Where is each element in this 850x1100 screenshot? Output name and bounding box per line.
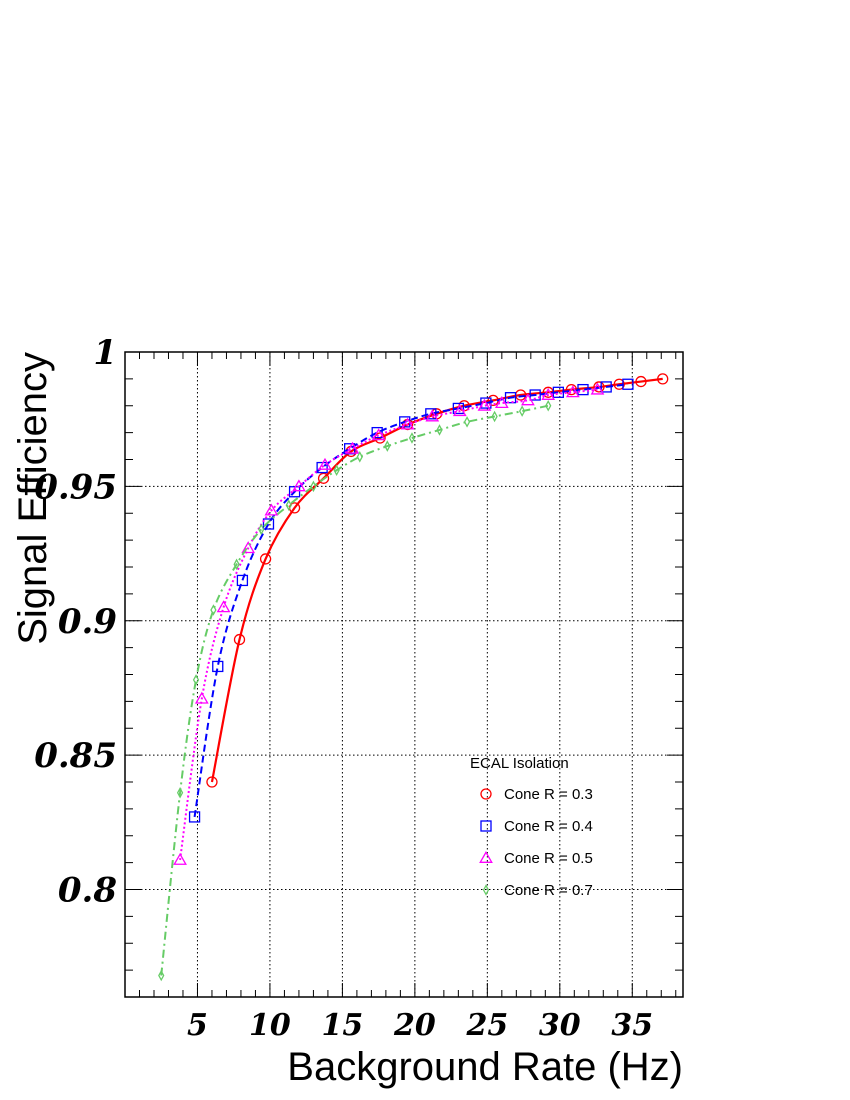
data-point-triangle bbox=[425, 409, 440, 422]
y-tick-label: 1 bbox=[93, 333, 117, 373]
y-tick-label: 0.85 bbox=[34, 736, 117, 776]
y-tick-label: 0.95 bbox=[34, 467, 117, 507]
x-tick-label: 35 bbox=[611, 1008, 653, 1043]
data-point-triangle bbox=[371, 428, 386, 441]
data-point-diamond bbox=[463, 416, 471, 428]
data-point-triangle bbox=[345, 441, 360, 454]
data-point-diamond bbox=[258, 523, 265, 536]
data-point-triangle bbox=[264, 503, 279, 516]
legend-label: Cone R = 0.3 bbox=[504, 786, 593, 803]
data-point-circle bbox=[635, 375, 647, 388]
data-point-diamond bbox=[518, 405, 526, 417]
data-point-square bbox=[480, 397, 492, 409]
y-tick-labels: 0.8 0.85 0.9 0.95 1 bbox=[34, 333, 117, 911]
series-line bbox=[160, 404, 549, 976]
data-point-diamond bbox=[176, 786, 184, 799]
data-point-triangle bbox=[565, 385, 580, 398]
data-point-diamond bbox=[545, 399, 552, 412]
data-point-triangle bbox=[216, 600, 231, 613]
data-point-square bbox=[504, 392, 517, 404]
data-point-diamond bbox=[333, 464, 340, 477]
x-tick-label: 15 bbox=[322, 1008, 364, 1043]
data-point-diamond bbox=[384, 440, 391, 452]
legend-item: Cone R = 0.7 bbox=[482, 882, 593, 899]
data-point-diamond bbox=[491, 410, 498, 423]
data-point-diamond bbox=[192, 674, 200, 686]
legend-circle-marker bbox=[480, 788, 492, 800]
legend: ECAL Isolation Cone R = 0.3 Cone R = 0.4 C… bbox=[470, 755, 593, 899]
legend-label: Cone R = 0.4 bbox=[504, 818, 593, 835]
data-point-circle bbox=[593, 381, 605, 393]
data-point-circle bbox=[613, 378, 625, 390]
x-tick-label: 5 bbox=[187, 1008, 208, 1043]
legend-item: Cone R = 0.4 bbox=[480, 818, 593, 835]
legend-label: Cone R = 0.7 bbox=[504, 882, 593, 899]
legend-item: Cone R = 0.5 bbox=[479, 850, 593, 867]
data-point-circle bbox=[657, 373, 669, 385]
data-point-diamond bbox=[158, 969, 165, 982]
data-point-triangle bbox=[452, 404, 467, 417]
data-point-square bbox=[236, 574, 249, 587]
series-line bbox=[179, 388, 598, 861]
data-point-diamond bbox=[285, 499, 292, 511]
data-point-diamond bbox=[233, 558, 240, 571]
x-tick-label: 25 bbox=[465, 1008, 508, 1043]
series-group bbox=[158, 373, 669, 982]
data-point-diamond bbox=[408, 432, 416, 444]
data-point-triangle bbox=[541, 387, 556, 400]
data-point-square bbox=[425, 408, 437, 420]
data-point-triangle bbox=[292, 479, 306, 492]
x-tick-label: 30 bbox=[539, 1008, 581, 1043]
legend-label: Cone R = 0.5 bbox=[504, 850, 593, 867]
data-point-circle bbox=[317, 472, 330, 484]
data-point-square bbox=[552, 386, 565, 398]
x-axis-title: Background Rate (Hz) bbox=[287, 1045, 683, 1089]
legend-item: Cone R = 0.3 bbox=[480, 786, 593, 803]
data-point-circle bbox=[233, 633, 246, 646]
data-point-triangle bbox=[494, 396, 509, 409]
data-point-circle bbox=[206, 776, 218, 788]
x-tick-labels: 5 10 15 20 25 30 35 bbox=[187, 1008, 653, 1043]
axis-ticks bbox=[125, 351, 683, 997]
series-3 bbox=[173, 382, 605, 865]
data-point-square bbox=[288, 486, 301, 498]
data-point-square bbox=[316, 461, 328, 474]
y-axis-title: Signal Efficiency bbox=[11, 352, 55, 645]
data-point-square bbox=[262, 518, 275, 530]
data-point-triangle bbox=[521, 393, 535, 406]
data-point-triangle bbox=[318, 457, 332, 470]
data-point-diamond bbox=[310, 480, 317, 493]
data-point-triangle bbox=[400, 417, 415, 430]
legend-diamond-marker bbox=[482, 884, 490, 896]
plot-frame bbox=[124, 351, 684, 998]
data-point-circle bbox=[259, 553, 272, 565]
data-point-triangle bbox=[173, 852, 187, 865]
data-point-square bbox=[188, 811, 201, 823]
x-tick-label: 20 bbox=[393, 1008, 436, 1043]
series-4 bbox=[158, 399, 552, 982]
legend-title: ECAL Isolation bbox=[470, 755, 569, 772]
data-point-square bbox=[622, 378, 634, 390]
legend-square-marker bbox=[480, 820, 492, 832]
data-point-square bbox=[371, 426, 383, 439]
y-tick-label: 0.9 bbox=[58, 602, 117, 642]
data-point-square bbox=[529, 389, 541, 401]
data-point-square bbox=[577, 383, 589, 396]
data-point-square bbox=[212, 660, 224, 673]
data-point-diamond bbox=[436, 424, 443, 436]
x-tick-label: 10 bbox=[249, 1008, 291, 1043]
data-point-square bbox=[343, 443, 356, 455]
data-point-triangle bbox=[477, 398, 492, 411]
data-point-square bbox=[600, 381, 612, 393]
data-point-triangle bbox=[590, 382, 605, 395]
data-point-diamond bbox=[210, 604, 217, 616]
data-point-triangle bbox=[194, 691, 209, 704]
legend-triangle-marker bbox=[479, 850, 493, 863]
data-point-diamond bbox=[356, 451, 363, 463]
y-tick-label: 0.8 bbox=[58, 871, 117, 911]
data-point-triangle bbox=[241, 541, 256, 554]
data-point-square bbox=[452, 402, 465, 415]
